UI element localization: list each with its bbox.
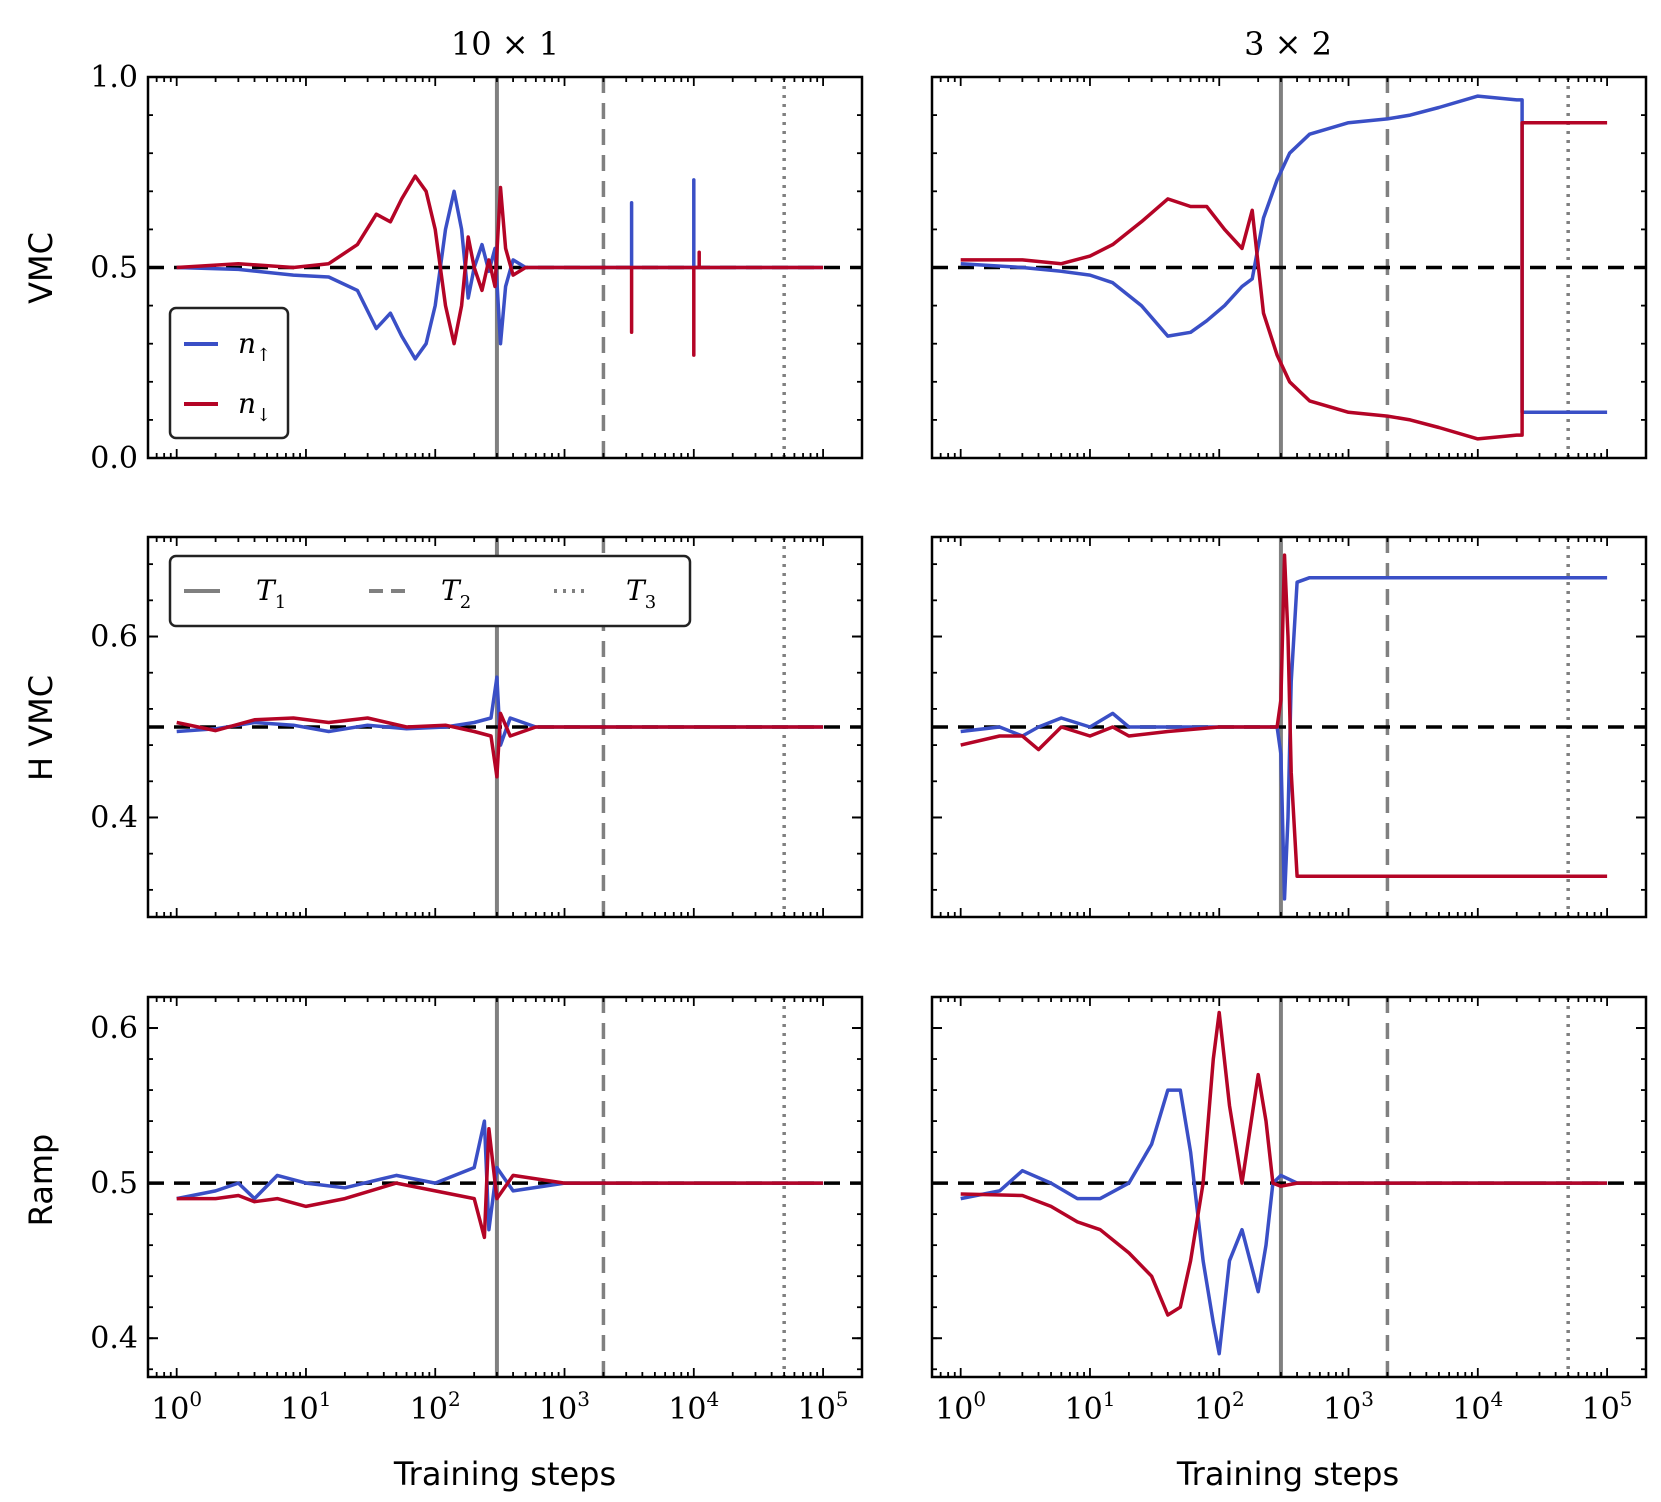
x-tick-label: 102 [1194,1387,1245,1427]
y-tick-label: 1.0 [90,60,138,95]
x-tick-label: 102 [410,1387,461,1427]
row-label-h-vmc: H VMC [22,675,60,781]
axes-frame [146,535,864,919]
series-n_up [176,178,824,361]
x-tick-label: 103 [539,1387,590,1427]
y-tick-label: 0.5 [90,1166,138,1201]
plot-area [932,77,1646,458]
x-tick-label: 104 [1452,1387,1503,1427]
plot-area [932,537,1646,917]
row-label-ramp: Ramp [22,1134,60,1227]
column-title-right: 3 × 2 [1244,25,1332,63]
x-label-left: Training steps [393,1455,616,1493]
plot-area [932,997,1646,1377]
plot-area [148,77,862,458]
series-n_down [176,1127,824,1240]
y-tick-label: 0.6 [90,620,138,655]
legend-label-t1: T1 [256,574,286,613]
y-tick-label: 0.4 [90,800,138,835]
panel-0-1 [930,75,1648,460]
series-n_down [176,174,824,357]
x-tick-label: 100 [935,1387,986,1427]
series-n_up [960,94,1608,415]
series-n_down [960,553,1608,879]
axes-frame [930,535,1648,919]
y-tick-label: 0.0 [90,441,138,476]
plot-area [148,997,862,1377]
series-n_up [176,675,824,747]
legend-density: n↑ n↓ [168,306,290,440]
x-tick-label: 103 [1323,1387,1374,1427]
y-tick-label: 0.6 [90,1011,138,1046]
panel-2-0: 0.4 0.5 0.6 100 101 102 103 104 105 [90,995,864,1427]
x-tick-label: 105 [798,1387,849,1427]
series-n_down [960,120,1608,441]
series-n_down [176,711,824,779]
panel-1-1 [930,535,1648,919]
legend-label-t2: T2 [441,574,471,613]
y-tick-label: 0.4 [90,1321,138,1356]
column-title-left: 10 × 1 [451,25,559,63]
x-tick-label: 100 [151,1387,202,1427]
panel-2-1: 100 101 102 103 104 105 [930,995,1648,1427]
legend-label-n_down: n↓ [238,387,271,426]
x-tick-label: 105 [1582,1387,1633,1427]
x-tick-label: 101 [281,1387,332,1427]
panel-0-0: 0.0 0.5 1.0 [90,60,864,476]
axes-frame [930,995,1648,1379]
legend-box [168,554,692,628]
legend-label-t3: T3 [626,574,656,613]
legend-thresholds: T1 T2 T3 [168,554,692,628]
legend-label-n_up: n↑ [238,327,271,366]
series-n_up [960,1088,1608,1356]
axes-frame [146,995,864,1379]
x-tick-label: 104 [668,1387,719,1427]
y-tick-label: 0.5 [90,251,138,286]
series-n_down [960,1010,1608,1317]
x-label-right: Training steps [1176,1455,1399,1493]
series-n_up [176,1119,824,1232]
row-label-vmc: VMC [22,232,60,304]
x-tick-label: 101 [1065,1387,1116,1427]
